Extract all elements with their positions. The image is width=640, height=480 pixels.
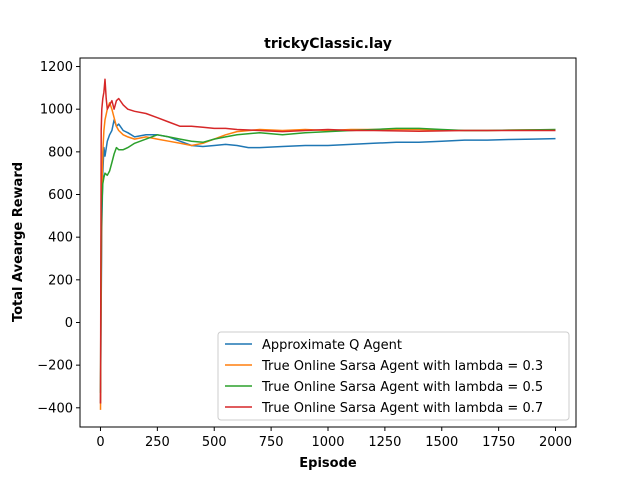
y-tick-label: 1200 [40,60,73,75]
y-tick-label: 1000 [40,103,73,118]
y-tick-label: 800 [48,145,73,160]
y-tick-label: −200 [37,359,73,374]
legend-box [217,331,570,421]
x-tick-label: 1500 [425,435,458,450]
legend-label-3: True Online Sarsa Agent with lambda = 0.… [261,401,543,416]
series-layer [99,78,556,410]
legend: Approximate Q Agent True Online Sarsa Age… [217,331,570,421]
x-tick-label: 2000 [539,435,572,450]
chart-title: trickyClassic.lay [264,36,392,52]
series-line-2 [99,127,556,393]
x-tick-label: 250 [145,435,170,450]
x-tick-label: 750 [259,435,284,450]
legend-label-2: True Online Sarsa Agent with lambda = 0.… [261,380,543,395]
x-axis: 0 250 500 750 1000 1250 1500 1750 2000 [96,427,572,450]
x-tick-label: 1750 [482,435,515,450]
legend-label-1: True Online Sarsa Agent with lambda = 0.… [261,359,543,374]
y-axis-label: Total Avearge Reward [11,162,26,322]
x-tick-label: 1000 [311,435,344,450]
y-tick-label: 0 [65,316,73,331]
x-tick-label: 1250 [368,435,401,450]
y-tick-label: 600 [48,188,73,203]
y-tick-label: 200 [48,273,73,288]
y-axis: −400 −200 0 200 400 600 800 1000 1200 [37,60,80,416]
y-tick-label: 400 [48,231,73,246]
x-tick-label: 500 [202,435,227,450]
x-axis-label: Episode [299,456,357,471]
legend-label-0: Approximate Q Agent [262,338,402,353]
series-line-3 [99,78,556,404]
x-tick-label: 0 [96,435,104,450]
y-tick-label: −400 [37,401,73,416]
